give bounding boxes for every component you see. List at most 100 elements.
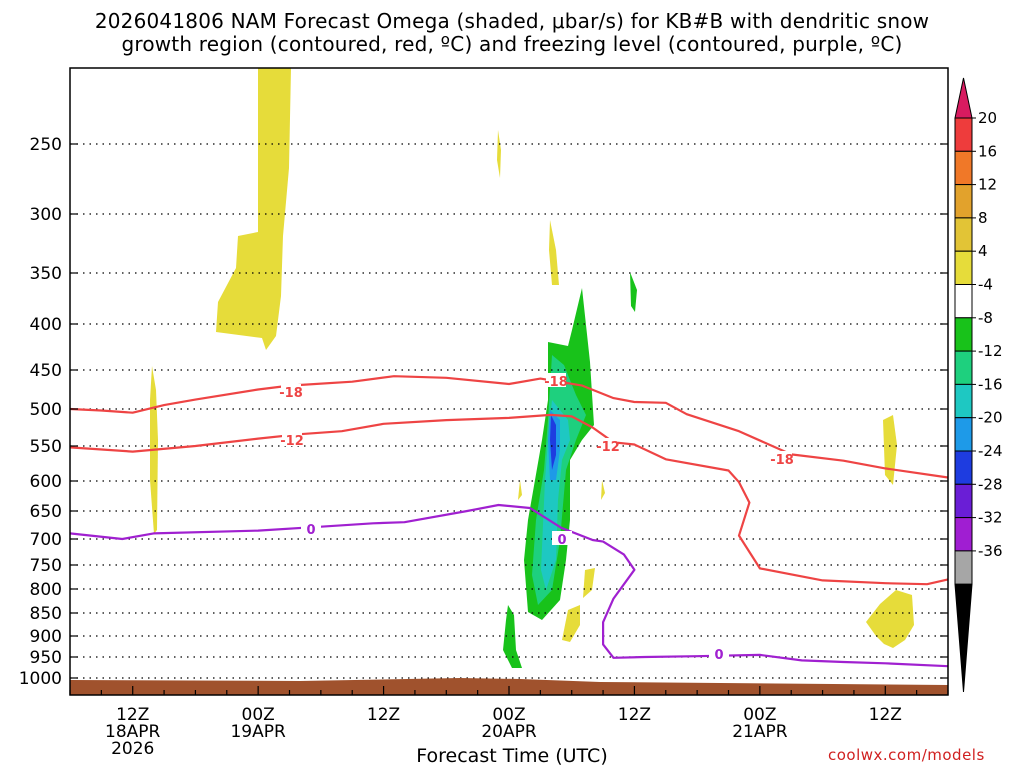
colorbar-label: -20 (978, 409, 1003, 427)
y-tick-label-900: 900 (30, 627, 62, 647)
contour-label-zero: 0 (557, 533, 566, 548)
chart-title-line-2: growth region (contoured, red, ºC) and f… (121, 32, 903, 56)
y-tick-label-250: 250 (30, 135, 62, 155)
isotherm-minus12 (69, 413, 949, 586)
colorbar-label: -16 (978, 375, 1003, 393)
colorbar-swatch (954, 284, 973, 319)
x-tick-label-48-line1: 00Z (492, 705, 525, 725)
plot-frame (69, 67, 949, 696)
colorbar-label: -32 (978, 509, 1003, 527)
omega-rise-region-small (583, 568, 595, 598)
x-tick-label-24-line2: 19APR (230, 722, 286, 742)
colorbar-swatch (954, 217, 973, 252)
colorbar-swatch (954, 517, 973, 552)
x-tick-label-24-line1: 00Z (242, 705, 275, 725)
colorbar-swatch (954, 317, 973, 352)
y-tick-label-800: 800 (30, 580, 62, 600)
y-tick-label-950: 950 (30, 648, 62, 668)
y-tick-label-1000: 1000 (19, 669, 62, 689)
y-tick-label-650: 650 (30, 502, 62, 522)
colorbar-swatch (954, 483, 973, 519)
contours: -18 -18 -18 -12 -12 0 0 0 (69, 373, 949, 668)
colorbar-swatch (954, 250, 973, 285)
omega-shading (150, 68, 914, 668)
x-tick-label-36-line1: 12Z (367, 705, 400, 725)
colorbar-label: -8 (978, 309, 993, 327)
y-tick-label-300: 300 (30, 205, 62, 225)
omega-rise-region-upper (216, 68, 291, 350)
x-tick-label-60-line1: 12Z (618, 705, 651, 725)
contour-label-minus18-bg (772, 451, 792, 465)
x-tick-label-72-line1: 00Z (743, 705, 776, 725)
freezing-level-line (69, 503, 949, 668)
colorbar-label: -28 (978, 475, 1003, 493)
contour-label-minus12-bg (282, 432, 302, 446)
y-tick-label-550: 550 (30, 437, 62, 457)
omega-rise-region-tiny (518, 480, 522, 500)
y-tick-label-600: 600 (30, 472, 62, 492)
colorbar-label: 12 (978, 176, 997, 194)
colorbar-swatch (954, 350, 973, 385)
contour-label-minus18-bg (546, 373, 566, 387)
grid-lines (70, 143, 948, 679)
colorbar-swatch (954, 450, 973, 485)
contour-label-minus18: -18 (279, 386, 303, 401)
x-tick-label-48-line2: 20APR (481, 722, 537, 742)
colorbar-label: -12 (978, 342, 1003, 360)
x-tick-label-84-line1: 12Z (869, 705, 902, 725)
omega-rise-region-tiny (601, 480, 605, 500)
y-tick-label-400: 400 (30, 315, 62, 335)
contour-label-minus12: -12 (596, 440, 620, 455)
y-tick-label-750: 750 (30, 556, 62, 576)
omega-rise-region-small (549, 220, 559, 285)
x-tick-label-72-line2: 21APR (732, 722, 788, 742)
contour-label-minus18-bg (281, 384, 301, 398)
colorbar-label: -24 (978, 442, 1003, 460)
colorbar-swatch (954, 150, 973, 186)
omega-sink-region-strongest (550, 415, 556, 470)
omega-rise-region-small (497, 130, 501, 178)
x-axis-title: Forecast Time (UTC) (416, 745, 608, 767)
x-tick-label-12-line2: 18APR (105, 722, 161, 742)
colorbar-swatch (954, 383, 973, 419)
colorbar-label: 16 (978, 142, 997, 160)
colorbar-swatch (954, 184, 973, 219)
omega-rise-region-lower (866, 590, 914, 648)
colorbar-label: -36 (978, 542, 1003, 560)
chart-title-line-1: 2026041806 NAM Forecast Omega (shaded, μ… (94, 9, 930, 33)
y-tick-label-350: 350 (30, 264, 62, 284)
colorbar-label: -4 (978, 276, 993, 294)
colorbar: 20 16 12 8 4 -4 -8 -12 -16 -20 -24 -28 -32 -36 (954, 77, 1003, 693)
omega-sink-region-small (630, 272, 637, 312)
colorbar-top-triangle (954, 77, 973, 119)
colorbar-label: 20 (978, 109, 997, 127)
x-tick-label-12-line1: 12Z (116, 705, 149, 725)
contour-label-zero-bg (301, 521, 321, 535)
contour-label-zero-bg (709, 646, 729, 660)
y-tick-label-500: 500 (30, 400, 62, 420)
x-tick-label-12-line3: 2026 (111, 739, 154, 759)
y-tick-label-450: 450 (30, 361, 62, 381)
credit-link[interactable]: coolwx.com/models (828, 746, 985, 764)
colorbar-label: 8 (978, 209, 988, 227)
colorbar-label: 4 (978, 242, 988, 260)
contour-label-minus18: -18 (770, 453, 794, 468)
contour-label-zero-bg (552, 531, 572, 545)
omega-rise-region-small (883, 415, 897, 485)
contour-label-minus12-bg (598, 438, 618, 452)
omega-rise-region-small (562, 605, 580, 642)
contour-label-zero: 0 (306, 523, 315, 538)
contour-label-minus12: -12 (280, 434, 304, 449)
plot-border (69, 67, 949, 696)
colorbar-bottom-triangle (954, 583, 973, 693)
isotherm-minus18 (69, 375, 949, 479)
colorbar-swatch (954, 417, 973, 452)
contour-label-zero: 0 (714, 648, 723, 663)
omega-sink-region-strong (541, 400, 570, 590)
colorbar-swatch (954, 550, 973, 585)
y-tick-label-850: 850 (30, 604, 62, 624)
contour-label-minus18: -18 (544, 375, 568, 390)
y-axis: 250 300 350 400 450 500 550 600 650 700 750 800 850 9… (19, 135, 948, 689)
